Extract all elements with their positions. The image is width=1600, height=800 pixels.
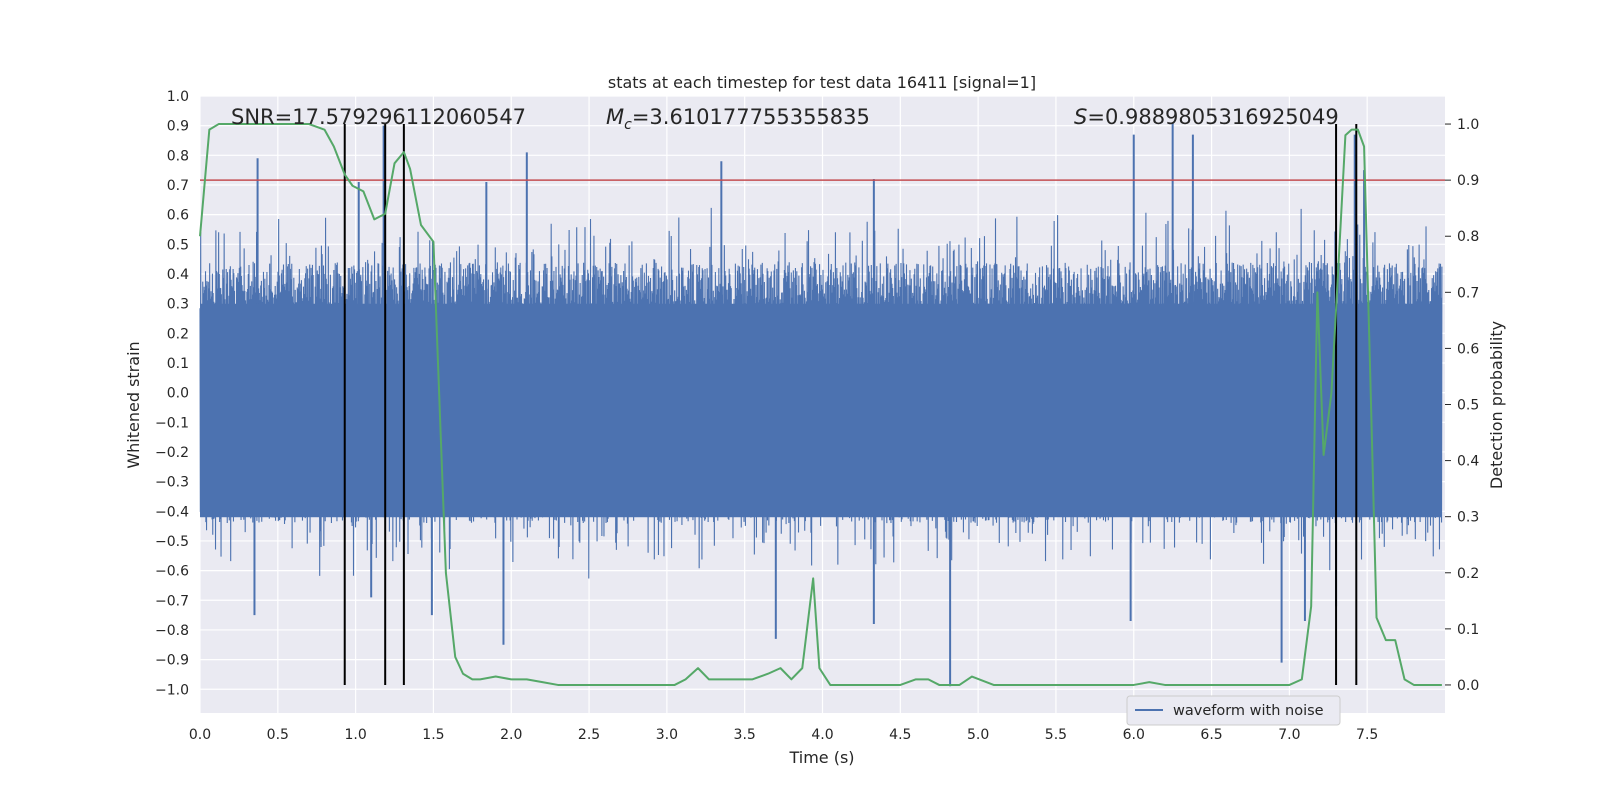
- y-left-tick-label: 0.0: [167, 386, 189, 402]
- y-left-tick-label: −0.9: [155, 653, 189, 669]
- legend-box: [1126, 695, 1341, 726]
- x-tick-label: 1.5: [422, 727, 444, 743]
- x-tick-label: 2.0: [500, 727, 522, 743]
- x-tick-label: 3.5: [734, 727, 756, 743]
- s-value: =0.9889805316925049: [1087, 105, 1338, 129]
- x-tick-label: 6.0: [1123, 727, 1145, 743]
- y-left-tick-label: −1.0: [155, 682, 189, 698]
- detection-probability-group: [199, 123, 1442, 686]
- y-right-tick-label: 0.8: [1457, 229, 1479, 245]
- y-right-tick-label: 0.2: [1457, 566, 1479, 582]
- y-right-axis-label: Detection probability: [1487, 321, 1506, 489]
- y-right-tick-label: 0.6: [1457, 341, 1479, 357]
- y-left-tick-label: −0.2: [155, 445, 189, 461]
- x-axis-ticks: 0.0 0.5 1.0 1.5 2.0 2.5 3.0 3.5 4.0 4.5 5.0 5.5 6.0 6…: [189, 727, 1378, 743]
- y-left-tick-label: −0.8: [155, 623, 189, 639]
- y-left-axis-label: Whitened strain: [124, 341, 143, 468]
- y-right-tick-label: 0.0: [1457, 678, 1479, 694]
- y-right-tick-label: 0.4: [1457, 454, 1479, 470]
- mc-value: =3.610177755355835: [632, 105, 870, 129]
- y-left-tick-label: −0.1: [155, 415, 189, 431]
- x-tick-label: 1.0: [344, 727, 366, 743]
- vertical-lines: [343, 124, 1358, 685]
- mc-symbol: M: [606, 105, 624, 129]
- x-tick-label: 0.5: [267, 727, 289, 743]
- y-left-tick-label: 0.3: [167, 297, 189, 313]
- y-left-tick-label: 0.8: [167, 148, 189, 164]
- y-left-tick-label: −0.3: [155, 475, 189, 491]
- x-tick-label: 5.5: [1045, 727, 1067, 743]
- mc-subscript: c: [624, 117, 632, 133]
- y-left-tick-label: −0.6: [155, 564, 189, 580]
- x-tick-label: 0.0: [189, 727, 211, 743]
- waveform-series: [199, 122, 1443, 687]
- y-left-tick-label: 0.1: [167, 356, 189, 372]
- y-left-tick-label: 0.5: [167, 237, 189, 253]
- snr-annotation: SNR=17.579296112060547: [231, 105, 526, 129]
- mc-annotation: Mc=3.610177755355835: [606, 105, 870, 133]
- y-left-tick-label: 0.9: [167, 119, 189, 135]
- y-right-tick-label: 1.0: [1457, 117, 1479, 133]
- x-tick-label: 3.0: [656, 727, 678, 743]
- y-left-tick-label: 0.7: [167, 178, 189, 194]
- x-tick-label: 7.0: [1278, 727, 1300, 743]
- y-right-tick-label: 0.5: [1457, 398, 1479, 414]
- x-tick-label: 7.5: [1356, 727, 1378, 743]
- x-tick-label: 4.5: [889, 727, 911, 743]
- y-left-axis-ticks: 1.0 0.9 0.8 0.7 0.6 0.5 0.4 0.3 0.2 0.1 0.0 −0.1 −0.…: [155, 89, 189, 698]
- y-left-tick-label: −0.4: [155, 504, 189, 520]
- y-right-tick-label: 0.3: [1457, 510, 1479, 526]
- x-tick-label: 4.0: [811, 727, 833, 743]
- x-axis-label: Time (s): [788, 748, 854, 767]
- x-tick-label: 5.0: [967, 727, 989, 743]
- s-annotation: S=0.9889805316925049: [1074, 105, 1339, 129]
- y-left-tick-label: −0.7: [155, 593, 189, 609]
- waveform-core-band: [200, 303, 1442, 518]
- y-left-tick-label: −0.5: [155, 534, 189, 550]
- x-tick-label: 6.5: [1200, 727, 1222, 743]
- x-tick-label: 2.5: [578, 727, 600, 743]
- detection-probability-line: [199, 123, 1442, 686]
- chart-title: stats at each timestep for test data 164…: [608, 73, 1036, 92]
- y-right-axis-ticks: 1.0 0.9 0.8 0.7 0.6 0.5 0.4 0.3 0.2 0.1 0.0: [1445, 117, 1479, 694]
- y-left-tick-label: 0.4: [167, 267, 189, 283]
- legend-entry: waveform with noise: [1173, 703, 1324, 719]
- y-left-tick-label: 1.0: [167, 89, 189, 105]
- y-right-tick-label: 0.1: [1457, 622, 1479, 638]
- y-right-tick-label: 0.7: [1457, 285, 1479, 301]
- y-right-tick-label: 0.9: [1457, 173, 1479, 189]
- y-left-tick-label: 0.6: [167, 208, 189, 224]
- legend: waveform with noise: [1126, 695, 1341, 726]
- y-left-tick-label: 0.2: [167, 326, 189, 342]
- s-symbol: S: [1074, 105, 1087, 129]
